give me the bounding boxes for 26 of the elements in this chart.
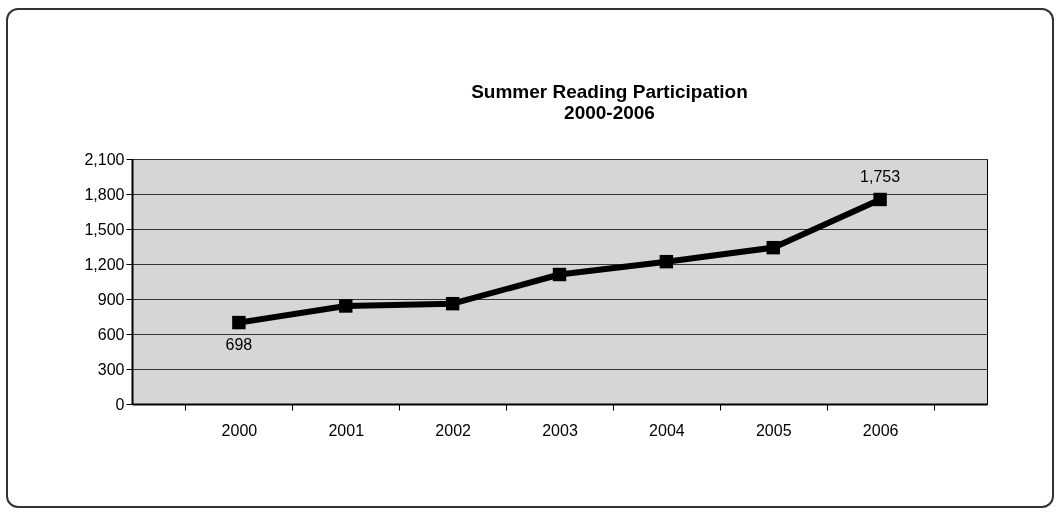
point	[552, 267, 567, 282]
point	[232, 315, 246, 330]
data-label: 1,753	[860, 168, 901, 186]
point	[873, 192, 887, 207]
x-tick-label: 2000	[221, 421, 258, 439]
y-tick-label: 2,100	[84, 150, 125, 168]
x-tick-label: 2005	[755, 421, 792, 439]
y-tick-label: 1,200	[84, 255, 125, 273]
point	[445, 296, 460, 311]
text: 2000-2006	[564, 102, 655, 123]
x-tick-label: 2004	[649, 421, 685, 439]
y-tick-label: 300	[97, 360, 125, 378]
point	[766, 240, 780, 255]
y-tick-label: 1,800	[84, 185, 125, 203]
text: Summer Reading Participation	[471, 81, 748, 102]
y-tick-label: 900	[97, 290, 125, 308]
x-tick-label: 2006	[862, 421, 899, 439]
y-tick-label: 600	[97, 325, 125, 343]
x-tick-label: 2001	[328, 421, 365, 439]
x-tick-label: 2002	[435, 421, 472, 439]
data-label: 698	[225, 335, 253, 353]
y-tick-label: 1,500	[84, 220, 125, 238]
point	[659, 254, 674, 269]
point	[339, 299, 353, 313]
y-tick-label: 0	[115, 395, 125, 413]
x-tick-label: 2003	[542, 421, 578, 439]
